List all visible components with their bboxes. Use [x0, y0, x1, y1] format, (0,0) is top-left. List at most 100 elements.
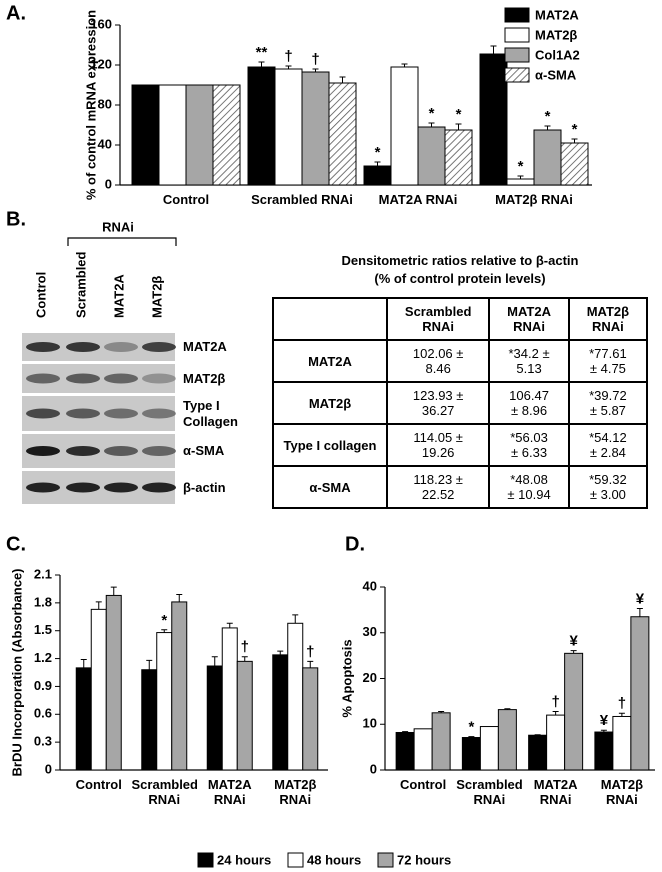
y-tick-label: 1.5 [34, 622, 52, 637]
bar [141, 669, 158, 771]
y-tick-label: 80 [98, 96, 112, 111]
table-cell: *56.03 ± 6.33 [488, 423, 570, 467]
error-bar [80, 659, 87, 668]
bar [594, 731, 614, 771]
bar [533, 129, 562, 186]
blot-band [104, 446, 138, 456]
bar [630, 616, 650, 771]
x-tick-label: Scrambled RNAi [251, 192, 353, 207]
table-cell: *59.32 ± 3.00 [567, 465, 649, 509]
bar [221, 627, 238, 771]
legend-label: 24 hours [217, 852, 271, 867]
y-tick-label: 2.1 [34, 566, 52, 581]
error-bar [285, 65, 292, 69]
table-header-row: Scrambled RNAi MAT2A RNAi MAT2β RNAi [272, 297, 649, 341]
x-tick-label-box: Scrambled RNAi [456, 777, 523, 807]
legend-label: MAT2β [535, 27, 577, 42]
significance-marker: * [572, 121, 578, 138]
error-bar [241, 656, 248, 662]
significance-marker: ** [256, 44, 268, 61]
error-bar [258, 61, 265, 67]
table-cell: *54.12 ± 2.84 [567, 423, 649, 467]
y-tick-label: 10 [363, 716, 377, 731]
rnai-label: RNAi [102, 219, 134, 234]
bar [75, 667, 92, 771]
bar [131, 84, 160, 186]
bar [328, 82, 357, 186]
legend-label: 48 hours [307, 852, 361, 867]
error-bar [544, 125, 551, 130]
bar [274, 68, 303, 186]
lane-label: Scrambled [73, 251, 88, 318]
y-tick-label: 160 [90, 16, 112, 31]
blot-row-label: MAT2β [183, 370, 226, 386]
x-tick-label: MAT2β RNAi [274, 777, 317, 807]
table-cell: 118.23 ± 22.52 [385, 465, 491, 509]
legend-swatch [504, 27, 530, 43]
significance-marker: * [468, 719, 474, 736]
y-tick-label: 30 [363, 624, 377, 639]
bar [528, 734, 548, 771]
blot-band [104, 342, 138, 352]
blot-band [66, 482, 100, 493]
significance-marker: † [284, 48, 292, 65]
significance-marker: ¥ [600, 712, 609, 729]
bar [431, 712, 451, 771]
lane-label: MAT2β [149, 276, 164, 318]
bar [156, 632, 173, 771]
x-tick-label-box: MAT2β RNAi [274, 777, 317, 807]
x-tick-label: Control [75, 777, 122, 792]
bar [395, 731, 415, 771]
row-label: MAT2A [272, 339, 388, 383]
x-tick-label-box: Control [75, 777, 122, 792]
y-tick-label: 0 [45, 761, 52, 776]
legend-label: MAT2A [535, 7, 579, 22]
error-bar [292, 614, 299, 624]
x-tick-label-box: Scrambled RNAi [251, 192, 353, 207]
blot-band [142, 482, 176, 493]
table-row: Type I collagen 114.05 ± 19.26 *56.03 ± 6.… [272, 423, 649, 467]
legend-swatch [504, 47, 530, 63]
error-bar [552, 710, 559, 716]
blot-band [26, 446, 60, 456]
significance-marker: * [429, 105, 435, 122]
error-bar [146, 659, 153, 670]
table-row: MAT2A 102.06 ± 8.46 *34.2 ± 5.13 *77.61 ± 4… [272, 339, 649, 383]
blot-band [142, 342, 176, 352]
table-title-line: (% of control protein levels) [374, 271, 546, 286]
error-bar [571, 138, 578, 143]
table-cell: 106.47 ± 8.96 [488, 381, 570, 425]
bar [185, 84, 214, 186]
bar [158, 84, 187, 186]
bar [612, 715, 632, 771]
bar [212, 84, 241, 186]
blot-band [104, 482, 138, 493]
y-tick-label: 120 [90, 56, 112, 71]
significance-marker: * [161, 612, 167, 629]
blot-band [142, 446, 176, 456]
error-bar [339, 76, 346, 83]
blot-row-label: Type I Collagen [183, 397, 238, 429]
error-bar [570, 650, 577, 654]
significance-marker: † [306, 643, 314, 660]
y-tick-label: 40 [98, 136, 112, 151]
bar [302, 667, 319, 771]
bar [444, 129, 473, 186]
bar [560, 142, 589, 186]
x-tick-label: Scrambled RNAi [456, 777, 523, 807]
x-tick-label-box: MAT2β RNAi [601, 777, 643, 807]
legend-swatch [504, 7, 530, 23]
y-tick-label: 0.6 [34, 706, 52, 721]
error-bar [402, 731, 409, 733]
x-tick-label: Scrambled RNAi [131, 777, 198, 807]
legend-swatch [197, 852, 214, 868]
x-tick-label-box: Control [163, 192, 209, 207]
error-bar [504, 708, 511, 710]
table-title-line: Densitometric ratios relative to β-actin [341, 253, 579, 268]
y-tick-label: 0.3 [34, 734, 52, 749]
panel-label: C. [6, 533, 26, 555]
bar [287, 622, 304, 771]
bar [90, 608, 107, 771]
blot-band [142, 373, 176, 384]
